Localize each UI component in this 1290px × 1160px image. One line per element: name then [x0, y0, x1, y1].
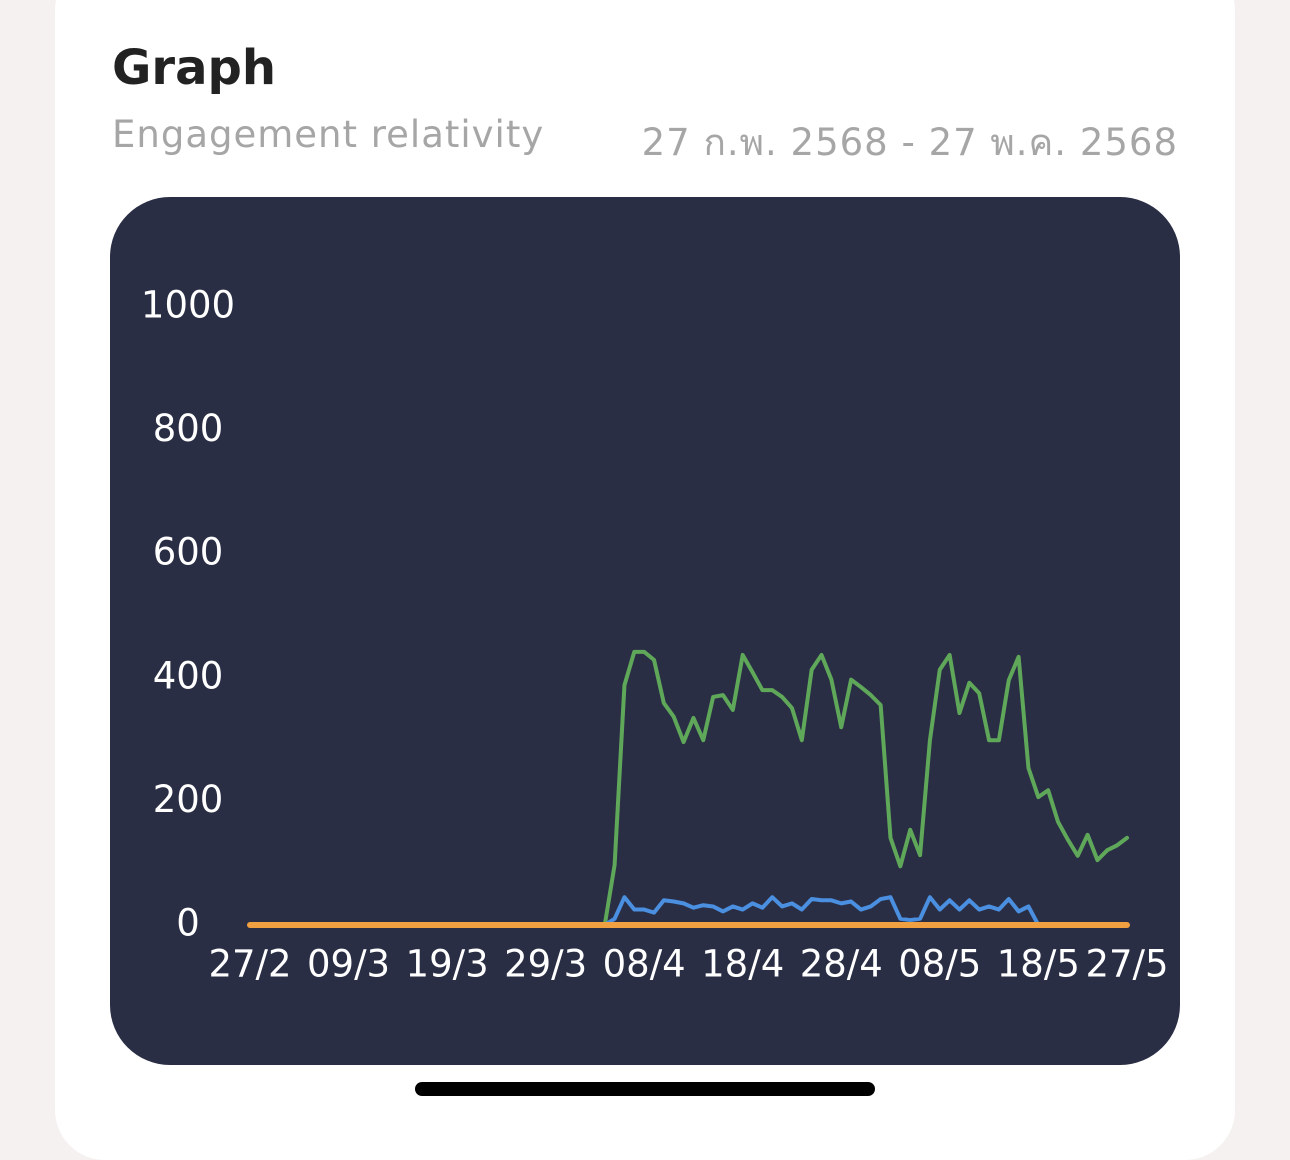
y-tick-label: 600 — [153, 531, 224, 574]
x-tick-label: 27/5 — [1085, 943, 1168, 986]
x-tick-label: 08/4 — [603, 943, 686, 986]
x-tick-label: 08/5 — [898, 943, 981, 986]
series-line — [248, 649, 1129, 927]
y-tick-label: 400 — [153, 654, 224, 697]
x-tick-label: 29/3 — [504, 943, 587, 986]
y-tick-label: 0 — [176, 902, 200, 945]
chart: 0 200 400 600 800 1000 27/2 09/3 19/3 29/3 08/4 18/… — [141, 284, 1169, 986]
x-tick-label: 28/4 — [800, 943, 883, 986]
y-tick-label: 200 — [153, 778, 224, 821]
x-tick-label: 18/5 — [997, 943, 1080, 986]
chart-panel — [110, 197, 1180, 1065]
subtitle: Engagement relativity — [112, 113, 545, 156]
x-tick-label: 18/4 — [701, 943, 784, 986]
page: Graph Engagement relativity 27 ก.พ. 2568… — [55, 0, 1235, 1160]
x-tick-label: 09/3 — [307, 943, 390, 986]
date-range[interactable]: 27 ก.พ. 2568 - 27 พ.ค. 2568 — [641, 121, 1178, 164]
x-tick-label: 19/3 — [406, 943, 489, 986]
title: Graph — [112, 40, 276, 96]
series-line — [248, 895, 1129, 927]
y-tick-label: 1000 — [141, 284, 235, 327]
y-tick-label: 800 — [153, 407, 224, 450]
x-tick-label: 27/2 — [208, 943, 291, 986]
home-indicator — [415, 1082, 875, 1096]
